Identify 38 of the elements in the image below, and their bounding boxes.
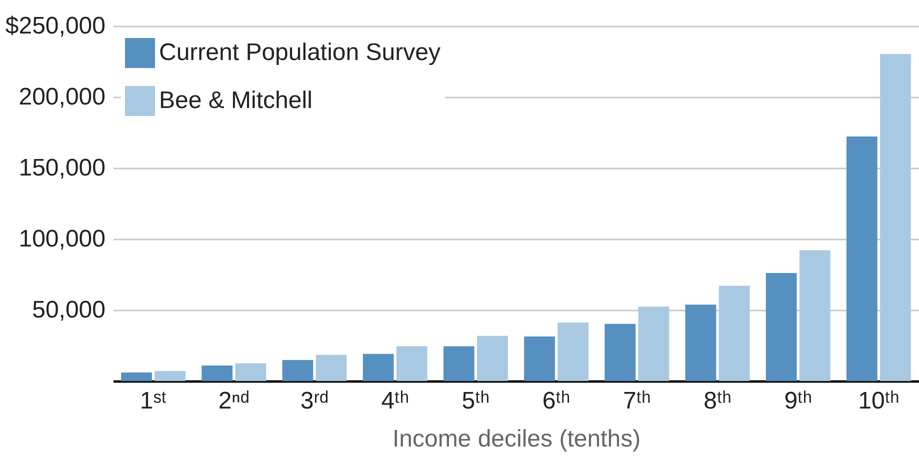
bar [604,324,636,381]
x-tick-label: 4ᵗʰ [381,388,410,414]
bar [477,336,508,381]
y-tick-label: 150,000 [18,154,106,182]
y-tick-label: $250,000 [5,12,106,40]
bar [799,250,830,381]
bar [685,304,716,381]
bar [235,363,266,381]
x-tick-label: 6ᵗʰ [542,388,570,414]
legend-label: Current Population Survey [159,39,440,66]
x-tick-label: 10ᵗʰ [858,388,900,414]
legend-label: Bee & Mitchell [159,87,312,114]
bar [766,272,797,381]
bar [846,136,878,381]
bar [638,306,670,381]
x-tick-label: 3ʳᵈ [300,388,329,414]
bar [121,372,152,381]
bar [524,336,555,381]
bar [282,360,314,381]
bar [880,54,911,381]
y-tick-label: 50,000 [32,296,106,324]
y-tick-label: 200,000 [18,84,106,110]
bar [202,366,233,381]
x-tick-label: 5ᵗʰ [462,388,490,414]
x-tick-label: 2ⁿᵈ [218,388,250,414]
x-tick-label: 9ᵗʰ [784,388,812,414]
x-axis-title: Income deciles (tenths) [392,426,641,452]
bar [316,354,347,381]
bar [362,354,394,381]
x-tick-label: 7ᵗʰ [622,388,651,414]
bar [396,346,428,381]
y-tick-label: 100,000 [18,226,106,252]
bar [443,346,474,381]
bar [718,286,750,381]
x-tick-label: 8ᵗʰ [704,388,732,414]
bar [154,371,186,381]
bar [558,322,589,381]
x-tick-label: 1ˢᵗ [140,388,167,414]
